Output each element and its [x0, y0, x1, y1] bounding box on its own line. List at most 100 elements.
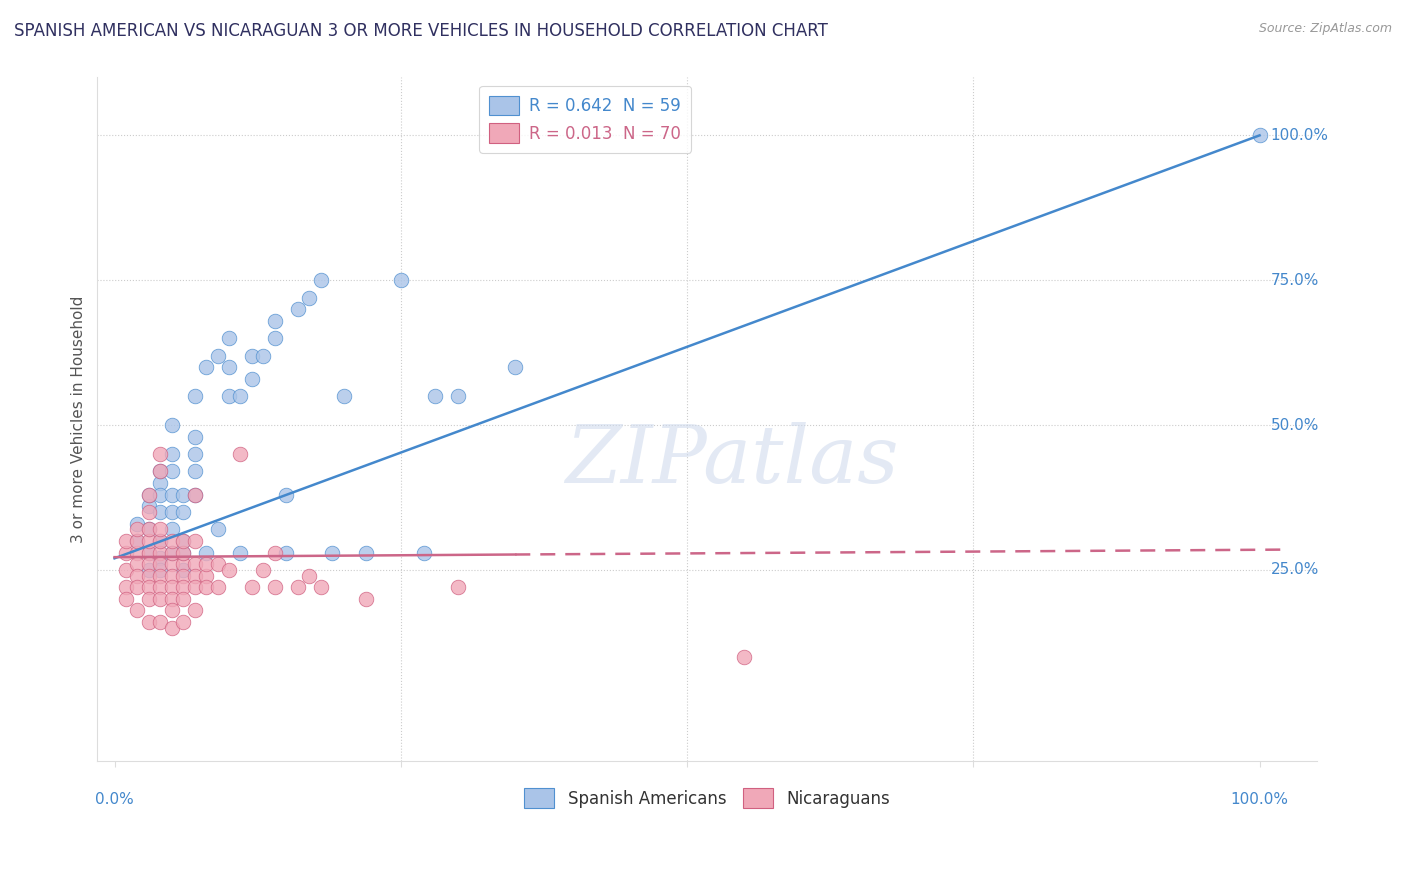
Point — [195, 557, 218, 571]
Point — [149, 475, 172, 490]
Point — [160, 545, 183, 559]
Point — [172, 545, 194, 559]
Point — [149, 545, 172, 559]
Point — [160, 580, 183, 594]
Point — [138, 615, 160, 629]
Point — [149, 522, 172, 536]
Point — [149, 557, 172, 571]
Point — [240, 372, 263, 386]
Point — [160, 621, 183, 635]
Point — [263, 331, 285, 345]
Text: 100.0%: 100.0% — [1271, 128, 1329, 143]
Point — [172, 563, 194, 577]
Text: 50.0%: 50.0% — [1271, 417, 1319, 433]
Point — [195, 580, 218, 594]
Point — [149, 615, 172, 629]
Point — [183, 447, 205, 461]
Point — [149, 505, 172, 519]
Y-axis label: 3 or more Vehicles in Household: 3 or more Vehicles in Household — [72, 295, 86, 543]
Point — [218, 331, 240, 345]
Point — [183, 389, 205, 403]
Point — [195, 360, 218, 375]
Point — [149, 464, 172, 478]
Point — [138, 563, 160, 577]
Point — [115, 580, 138, 594]
Point — [172, 580, 194, 594]
Point — [240, 349, 263, 363]
Point — [276, 545, 298, 559]
Point — [183, 557, 205, 571]
Point — [160, 505, 183, 519]
Point — [287, 302, 309, 317]
Point — [127, 533, 149, 548]
Point — [149, 533, 172, 548]
Point — [172, 487, 194, 501]
Point — [356, 545, 378, 559]
Point — [183, 603, 205, 617]
Legend: Spanish Americans, Nicaraguans: Spanish Americans, Nicaraguans — [517, 781, 897, 814]
Point — [447, 389, 470, 403]
Point — [412, 545, 434, 559]
Point — [115, 563, 138, 577]
Point — [287, 580, 309, 594]
Point — [160, 557, 183, 571]
Point — [195, 545, 218, 559]
Point — [276, 487, 298, 501]
Point — [127, 533, 149, 548]
Text: 75.0%: 75.0% — [1271, 273, 1319, 288]
Point — [218, 389, 240, 403]
Point — [127, 580, 149, 594]
Point — [240, 580, 263, 594]
Text: 100.0%: 100.0% — [1230, 791, 1288, 806]
Point — [149, 591, 172, 606]
Point — [183, 487, 205, 501]
Point — [733, 649, 755, 664]
Point — [183, 533, 205, 548]
Text: Source: ZipAtlas.com: Source: ZipAtlas.com — [1258, 22, 1392, 36]
Point — [138, 522, 160, 536]
Point — [160, 545, 183, 559]
Point — [207, 580, 229, 594]
Point — [127, 545, 149, 559]
Point — [160, 591, 183, 606]
Point — [127, 557, 149, 571]
Point — [172, 615, 194, 629]
Point — [332, 389, 354, 403]
Point — [172, 533, 194, 548]
Point — [207, 522, 229, 536]
Point — [138, 545, 160, 559]
Point — [138, 580, 160, 594]
Point — [138, 568, 160, 582]
Point — [138, 591, 160, 606]
Point — [160, 533, 183, 548]
Point — [218, 563, 240, 577]
Point — [138, 487, 160, 501]
Point — [389, 273, 412, 287]
Point — [138, 557, 160, 571]
Point — [229, 389, 252, 403]
Point — [149, 533, 172, 548]
Point — [127, 516, 149, 531]
Point — [138, 545, 160, 559]
Point — [309, 273, 332, 287]
Point — [172, 545, 194, 559]
Point — [149, 563, 172, 577]
Point — [298, 291, 321, 305]
Point — [252, 563, 274, 577]
Point — [207, 349, 229, 363]
Point — [138, 533, 160, 548]
Point — [160, 464, 183, 478]
Point — [207, 557, 229, 571]
Point — [127, 568, 149, 582]
Point — [149, 464, 172, 478]
Text: 0.0%: 0.0% — [96, 791, 134, 806]
Point — [172, 568, 194, 582]
Point — [160, 603, 183, 617]
Point — [183, 430, 205, 444]
Point — [127, 603, 149, 617]
Point — [229, 447, 252, 461]
Point — [263, 545, 285, 559]
Point — [149, 568, 172, 582]
Point — [309, 580, 332, 594]
Point — [160, 568, 183, 582]
